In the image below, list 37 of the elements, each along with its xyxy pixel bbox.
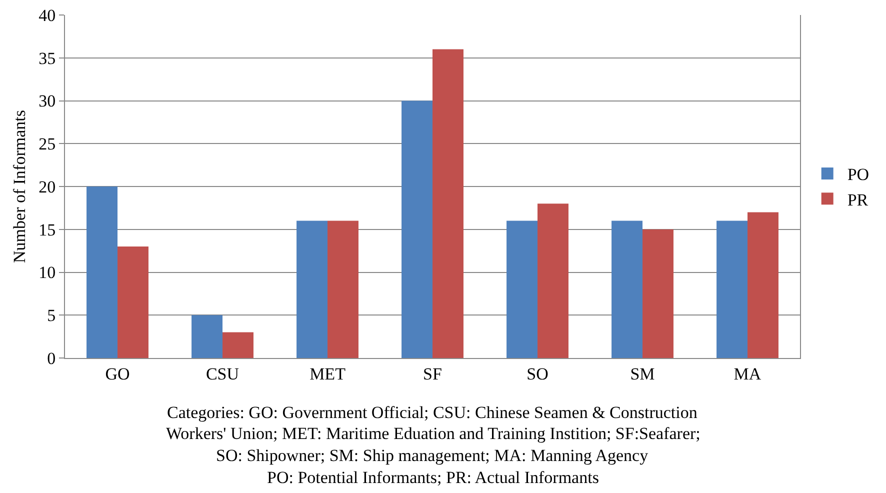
bar <box>86 186 118 358</box>
x-tick-label: SO <box>526 364 548 384</box>
x-tick-label: CSU <box>206 364 240 384</box>
bar <box>118 246 148 358</box>
y-tick-label: 30 <box>38 92 56 111</box>
y-tick-label: 15 <box>38 220 56 240</box>
legend-label: PR <box>847 190 869 210</box>
y-tick-label: 5 <box>47 306 56 326</box>
bar <box>538 204 568 358</box>
x-tick-label: GO <box>105 364 130 384</box>
x-tick-label: SM <box>630 364 655 384</box>
text: Categories: GO: Government Official; CSU: Chinese Seamen & Construction <box>167 403 698 422</box>
y-tick-label: 10 <box>38 263 56 282</box>
bar <box>432 49 464 358</box>
y-tick-label: 20 <box>38 177 56 196</box>
bar <box>402 100 432 358</box>
x-tick-label: MA <box>734 364 762 384</box>
bar <box>748 212 778 358</box>
text: PO: Potential Informants; PR: Actual Informants <box>267 468 599 487</box>
bar <box>506 220 538 358</box>
x-tick-label: SF <box>423 364 442 384</box>
y-tick-label: 40 <box>38 6 56 25</box>
x-tick-label: MET <box>310 364 346 384</box>
bar <box>192 315 222 358</box>
bar <box>328 220 358 358</box>
bar <box>612 220 642 358</box>
text: SO: Shipowner; SM: Ship management; MA: Manning Agency <box>216 446 649 465</box>
bar <box>296 220 328 358</box>
bar <box>642 229 674 358</box>
y-tick-label: 25 <box>38 134 56 154</box>
text: Workers' Union; MET: Maritime Eduation and Training Instition; SF:Seafarer; <box>166 424 700 443</box>
bar <box>716 220 748 358</box>
y-tick-label: 35 <box>38 48 56 68</box>
y-axis-title: Number of Informants <box>10 110 30 263</box>
legend-label: PO <box>847 165 870 184</box>
bar <box>222 332 254 358</box>
y-tick-label: 0 <box>47 348 56 368</box>
